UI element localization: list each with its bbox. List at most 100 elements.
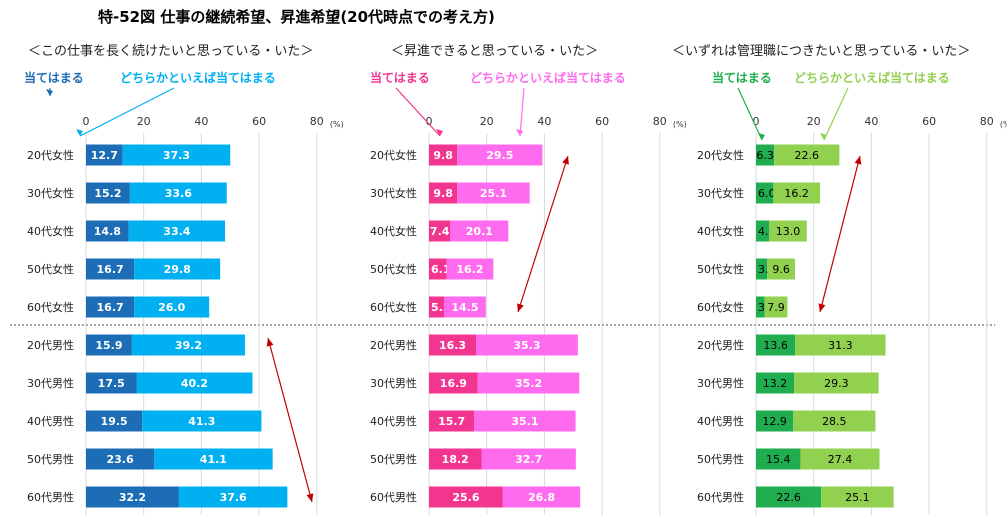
data-label: 28.5 [822,415,847,428]
category-label: 30代男性 [370,376,417,390]
data-label: 15.2 [94,187,121,200]
panel-title-management: ＜いずれは管理職につきたいと思っている・いた＞ [672,44,971,59]
data-label: 19.5 [101,415,128,428]
data-label: 9.6 [772,263,790,276]
bar-segment [86,334,132,356]
category-label: 60代女性 [697,300,744,314]
bar-segment [134,258,221,280]
legend-arrowhead [516,129,523,136]
data-label: 39.2 [175,339,202,352]
legend-arrow [395,87,441,137]
x-tick-label: 40 [537,115,551,128]
data-label: 31.3 [828,339,853,352]
bar-segment [502,486,581,508]
category-label: 60代女性 [370,300,417,314]
bar-segment [429,334,477,356]
category-label: 30代女性 [370,186,417,200]
panel-title-promotion: ＜昇進できると思っている・いた＞ [391,44,599,59]
bar-segment [756,182,774,204]
bar-segment [756,486,822,508]
bar-segment [429,258,447,280]
bar-segment [756,296,765,318]
trend-arrow [819,155,861,313]
bar-segment [774,144,840,166]
bar-segment [86,486,179,508]
data-label: 25.1 [845,491,870,504]
bar-segment [477,372,580,394]
category-label: 50代男性 [370,452,417,466]
data-label: 16.7 [97,263,124,276]
data-label: 15.9 [95,339,122,352]
bar-segment [86,144,123,166]
bar-segment [756,334,796,356]
bar-segment [821,486,894,508]
bar-segment [129,182,227,204]
data-label: 16.7 [97,301,124,314]
data-label: 25.6 [452,491,479,504]
category-label: 60代女性 [27,300,74,314]
bar-segment [756,448,801,470]
bar-segment [474,410,576,432]
data-label: 20.1 [466,225,493,238]
data-label: 12.7 [91,149,118,162]
category-label: 50代女性 [27,262,74,276]
legend-arrowhead [758,133,765,140]
data-label: 29.8 [164,263,191,276]
data-label: 7.4 [430,225,450,238]
category-label: 20代男性 [370,338,417,352]
category-label: 40代女性 [370,224,417,238]
bar-segment [429,296,445,318]
bar-segment [86,258,135,280]
bar-segment [800,448,880,470]
legend-arrowhead [436,129,443,136]
bar-segment [122,144,231,166]
bar-segment [457,144,543,166]
x-tick-label: 20 [807,115,821,128]
data-label: 41.1 [200,453,227,466]
legend-arrowhead [46,89,53,96]
category-label: 40代男性 [370,414,417,428]
bar-segment [756,410,794,432]
category-label: 20代女性 [370,148,417,162]
category-label: 40代男性 [27,414,74,428]
figure-title: 特-52図 仕事の継続希望、昇進希望(20代時点での考え方) [98,8,495,26]
data-label: 18.2 [442,453,469,466]
data-label: 16.9 [440,377,467,390]
trend-arrowhead [306,493,314,502]
category-label: 30代女性 [697,186,744,200]
legend-arrow [737,87,763,141]
data-label: 13.2 [763,377,788,390]
data-label: 37.3 [163,149,190,162]
data-label: 29.3 [824,377,849,390]
bar-segment [86,410,143,432]
trend-arrow [267,337,313,503]
data-label: 23.6 [106,453,133,466]
category-label: 30代女性 [27,186,74,200]
category-label: 40代女性 [27,224,74,238]
data-label: 35.2 [515,377,542,390]
bar-segment [767,258,795,280]
axis-unit-label: (%) [1000,120,1007,129]
bar-segment [134,296,210,318]
data-label: 22.6 [795,149,820,162]
category-label: 60代男性 [27,490,74,504]
data-label: 29.5 [486,149,513,162]
data-label: 25.1 [480,187,507,200]
bar-segment [86,296,135,318]
category-label: 40代女性 [697,224,744,238]
category-label: 50代男性 [27,452,74,466]
data-label: 40.2 [181,377,208,390]
bar-segment [446,258,494,280]
data-label: 26.8 [528,491,555,504]
data-label: 15.4 [766,453,791,466]
bar-segment [429,220,451,242]
bar-segment [429,372,478,394]
bar-segment [769,220,807,242]
data-label: 7.9 [767,301,785,314]
data-label: 22.6 [776,491,801,504]
category-label: 20代女性 [697,148,744,162]
bar-segment [794,372,879,394]
category-label: 20代男性 [697,338,744,352]
bar-segment [86,372,137,394]
x-tick-label: 80 [310,115,324,128]
